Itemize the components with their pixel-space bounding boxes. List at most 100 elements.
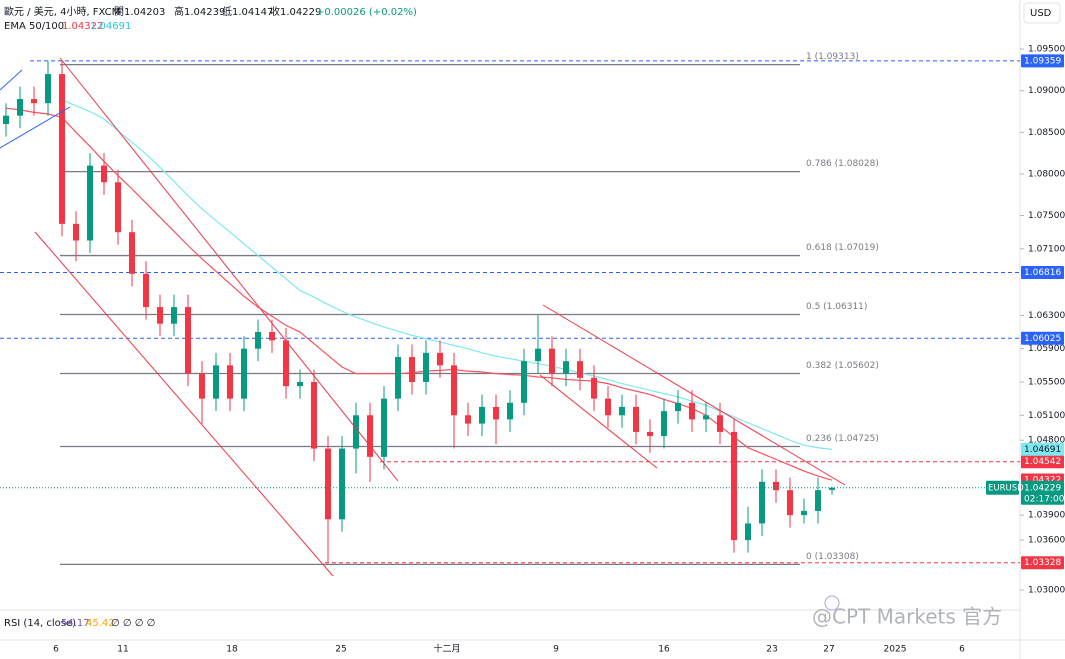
- candle-body: [577, 361, 583, 378]
- ema-label: EMA 50/100: [4, 21, 64, 32]
- candle-body: [633, 406, 639, 432]
- candle-body: [535, 348, 541, 362]
- price-badge: [1021, 556, 1064, 570]
- candle-body: [143, 273, 149, 308]
- candle-body: [311, 381, 317, 449]
- candle-body: [157, 307, 163, 324]
- fib-label: 0.5 (1.06311): [806, 302, 867, 312]
- trend-line: [539, 374, 658, 469]
- rsi-value: 54.17: [61, 618, 90, 629]
- close: 收1.04229: [270, 5, 321, 18]
- y-tick-label: 1.07100: [1028, 244, 1065, 254]
- candle-body: [423, 352, 429, 382]
- y-tick-label: 1.08500: [1028, 128, 1065, 138]
- candle-body: [129, 232, 135, 274]
- price-badge-label: 1.06816: [1024, 268, 1061, 278]
- candle-body: [73, 223, 79, 241]
- candle-body: [759, 481, 765, 524]
- candle-body: [87, 165, 93, 241]
- candle-body: [731, 431, 737, 541]
- candle-body: [59, 74, 65, 224]
- low: 低1.04147: [222, 5, 273, 18]
- candle-body: [773, 481, 779, 491]
- fib-label: 0.786 (1.08028): [806, 159, 879, 169]
- candle-body: [479, 406, 485, 424]
- candle-body: [619, 406, 625, 416]
- candle-body: [185, 307, 191, 374]
- y-tick-label: 1.09000: [1028, 86, 1065, 96]
- trend-line: [34, 231, 334, 577]
- symbol: 歐元 / 美元, 4小時, FXCM: [4, 5, 120, 18]
- rsi-ma-value: 45.42: [86, 618, 115, 629]
- candle-body: [45, 74, 51, 104]
- price-badge-label: 1.06025: [1024, 334, 1061, 344]
- current-badge: [1021, 480, 1064, 505]
- y-tick-label: 1.09500: [1028, 45, 1065, 55]
- x-tick-label: 25: [335, 645, 346, 655]
- candle-body: [815, 490, 821, 511]
- icon: [824, 595, 840, 611]
- candle-body: [339, 448, 345, 520]
- y-tick-label: 1.03000: [1028, 586, 1065, 596]
- candle-body: [199, 373, 205, 399]
- candle-body: [591, 377, 597, 399]
- ema50-value: 1.04322: [62, 21, 103, 32]
- price-badge-label: 1.04542: [1024, 457, 1061, 467]
- x-tick-label: 23: [766, 645, 777, 655]
- candle-body: [283, 340, 289, 387]
- currency[interactable]: USD: [1030, 8, 1052, 19]
- candle-body: [703, 415, 709, 420]
- x-tick-label: 6: [959, 645, 965, 655]
- candle-body: [325, 448, 331, 520]
- candle-body: [255, 332, 261, 349]
- x-tick-label: 27: [823, 645, 834, 655]
- symbol-badge-label: EURUSD: [988, 483, 1024, 493]
- watermark: @CPT Markets 官方: [812, 605, 1002, 629]
- candle-body: [227, 365, 233, 399]
- fib-label: 0.236 (1.04725): [806, 434, 879, 444]
- candle-body: [787, 490, 793, 516]
- candle-body: [507, 402, 513, 420]
- candle-body: [801, 510, 807, 516]
- price-badge: [1021, 442, 1064, 456]
- current-badge-value: 1.04229: [1024, 483, 1061, 493]
- y-tick-label: 1.05500: [1028, 377, 1065, 387]
- candle-body: [549, 348, 555, 374]
- y-tick-label: 1.03900: [1028, 511, 1065, 521]
- currency-button[interactable]: [1023, 2, 1061, 24]
- candle-body: [213, 365, 219, 399]
- candle-body: [745, 523, 751, 541]
- trend-line: [0, 69, 23, 91]
- candle-body: [465, 415, 471, 424]
- price-badge: [1021, 54, 1064, 68]
- candle-body: [353, 415, 359, 449]
- plot: 1.09500 1.09000 1.08500 1.08000 1.07500 1.071…: [0, 45, 1065, 655]
- candle-body: [675, 402, 681, 412]
- trend-lines: [0, 57, 846, 577]
- y-tick-label: 1.05900: [1028, 344, 1065, 354]
- x-tick-label: 9: [553, 645, 559, 655]
- candle-body: [381, 398, 387, 457]
- candle-body: [241, 348, 247, 399]
- candle-body: [647, 431, 653, 437]
- fib-label: 0.382 (1.05602): [806, 361, 879, 371]
- candle-body: [31, 99, 37, 104]
- y-tick-label: 1.07500: [1028, 211, 1065, 221]
- ema-line: [61, 99, 833, 450]
- ema100-value: 1.04691: [90, 21, 131, 32]
- current-countdown: 02:17:00: [1024, 494, 1065, 504]
- trend-line: [542, 304, 846, 486]
- symbol-badge: [986, 480, 1019, 495]
- candle-body: [829, 487, 835, 490]
- fib-label: 0 (1.03308): [806, 552, 859, 562]
- high: 高1.04239: [174, 5, 225, 18]
- trend-line: [0, 106, 71, 149]
- candle-body: [717, 415, 723, 432]
- price-badge: [1021, 331, 1064, 345]
- price-badge: [1021, 455, 1064, 469]
- candle-body: [269, 332, 275, 341]
- y-tick-label: 1.08000: [1028, 169, 1065, 179]
- y-tick-label: 1.04800: [1028, 436, 1065, 446]
